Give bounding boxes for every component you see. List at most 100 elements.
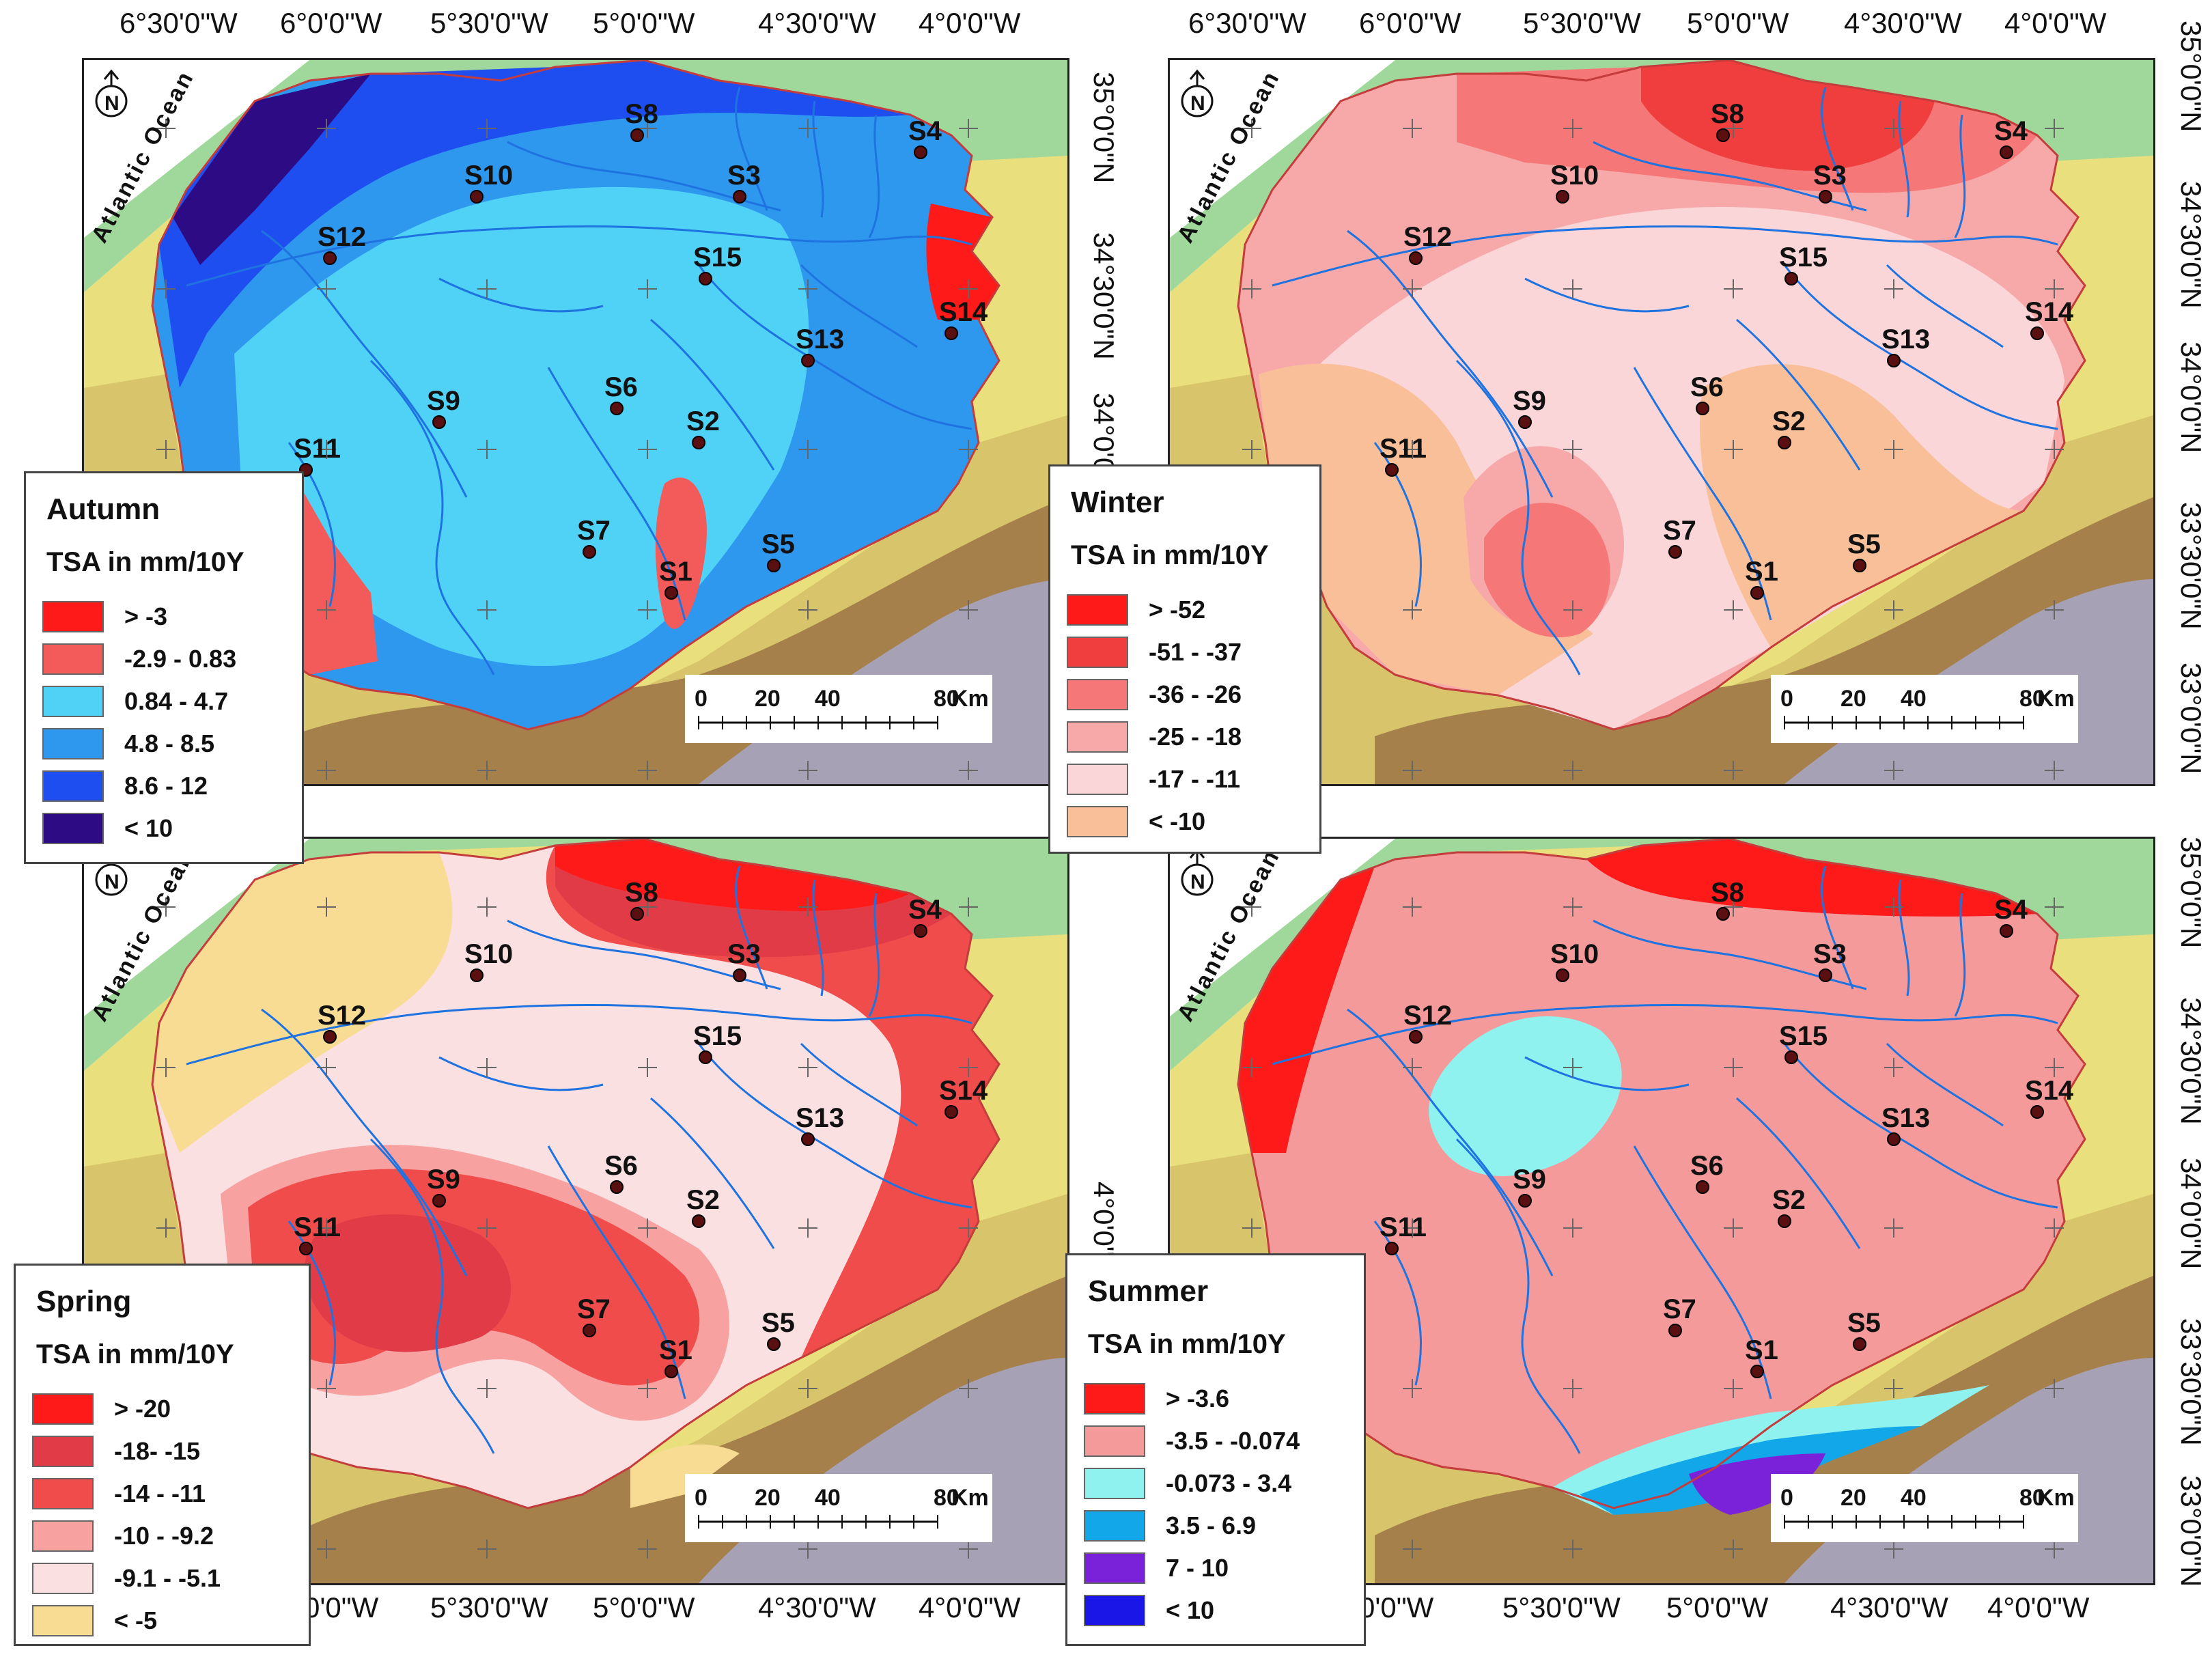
- north-label: N: [1190, 871, 1205, 893]
- graticule-cross: [317, 1379, 336, 1398]
- station-label: S5: [761, 1308, 795, 1338]
- station-label: S11: [294, 1212, 341, 1242]
- lon-label: 6°0'0"W: [280, 7, 382, 39]
- legend-label: -3.5 - -0.074: [1166, 1427, 1300, 1455]
- lat-label: 33°0'0"N: [2175, 1475, 2207, 1587]
- lon-label: 4°30'0"W: [1844, 7, 1962, 39]
- station-marker: [1778, 1214, 1791, 1228]
- legend-subtitle: TSA in mm/10Y: [1088, 1329, 1286, 1359]
- lon-label: 5°30'0"W: [1502, 1591, 1621, 1623]
- scale-bar-tick-label: 20: [755, 1485, 781, 1511]
- lat-label: 34°0'0"N: [2175, 341, 2207, 454]
- station-marker: [1409, 251, 1423, 265]
- station-marker: [1668, 1324, 1682, 1337]
- legend-swatch: [1067, 764, 1128, 795]
- scale-bar-unit: Km: [2037, 686, 2075, 712]
- station-label: S6: [1690, 1151, 1724, 1181]
- scale-bar-tick-label: 20: [1840, 1485, 1866, 1511]
- lon-label: 4°30'0"W: [1830, 1591, 1948, 1623]
- station-label: S14: [2025, 297, 2074, 327]
- graticule-cross: [2045, 1218, 2064, 1238]
- graticule-cross: [156, 1058, 176, 1077]
- graticule-cross: [1724, 1218, 1743, 1238]
- legend-row: -25 - -18: [1067, 716, 1303, 758]
- legend-label: 0.84 - 4.7: [124, 687, 229, 715]
- legend-winter: Winter TSA in mm/10Y > -52 -51 - -37 -36 -…: [1048, 464, 1321, 854]
- graticule-cross: [317, 440, 336, 459]
- scale-bar-tick-label: 20: [1840, 686, 1866, 712]
- graticule-cross: [959, 1218, 978, 1238]
- lon-label: 4°30'0"W: [758, 7, 876, 39]
- graticule-cross: [1884, 897, 1903, 917]
- river-line: [1821, 87, 1854, 211]
- station-marker: [692, 1214, 705, 1228]
- river-line: [1633, 1145, 1772, 1399]
- legend-label: < 10: [124, 814, 173, 842]
- graticule-cross: [638, 1539, 657, 1559]
- legend-row: > -20: [32, 1388, 292, 1430]
- graticule-cross: [959, 1058, 978, 1077]
- legend-swatch: [32, 1605, 94, 1636]
- scale-bar-tick-label: 0: [695, 686, 708, 712]
- station-marker: [1819, 968, 1832, 982]
- graticule-cross: [477, 1218, 496, 1238]
- legend-swatch: [1067, 721, 1128, 753]
- legend-season-title: Winter: [1071, 486, 1164, 519]
- river-line: [261, 229, 468, 498]
- station-label: S12: [1403, 1001, 1452, 1031]
- graticule-cross: [959, 279, 978, 298]
- graticule-cross: [1242, 897, 1261, 917]
- graticule-cross: [2045, 761, 2064, 780]
- station-marker: [664, 586, 678, 600]
- graticule-cross: [1724, 600, 1743, 619]
- graticule-cross: [1563, 1379, 1582, 1398]
- station-label: S5: [761, 529, 795, 559]
- graticule-cross: [1242, 119, 1261, 138]
- relief-lowland: [1170, 839, 2153, 1071]
- scale-bar-background: [685, 1474, 992, 1542]
- station-marker: [1887, 354, 1901, 367]
- station-marker: [1696, 1180, 1709, 1194]
- graticule-cross: [1884, 119, 1903, 138]
- station-marker: [1887, 1132, 1901, 1146]
- legend-label: 4.8 - 8.5: [124, 729, 215, 757]
- river-line: [1783, 264, 2058, 430]
- station-label: S5: [1847, 1308, 1881, 1338]
- legend-row: -36 - -26: [1067, 673, 1303, 716]
- graticule-cross: [1724, 1379, 1743, 1398]
- lon-label: 5°30'0"W: [430, 1591, 548, 1623]
- graticule-cross: [1563, 600, 1582, 619]
- lat-label: 35°0'0"N: [1088, 72, 1120, 184]
- station-label: S5: [1847, 529, 1881, 559]
- scale-bar-tick-label: 80: [934, 1485, 960, 1511]
- station-marker: [1716, 907, 1730, 921]
- station-label: S8: [625, 99, 658, 129]
- station-label: S3: [1813, 161, 1847, 191]
- legend-row: > -52: [1067, 589, 1303, 631]
- tsa-zone: [1700, 364, 2024, 647]
- station-marker: [583, 545, 596, 559]
- legend-row: -14 - -11: [32, 1473, 292, 1515]
- station-label: S8: [625, 878, 658, 908]
- legend-swatch: [1084, 1595, 1145, 1626]
- graticule-cross: [638, 440, 657, 459]
- graticule-cross: [1884, 1379, 1903, 1398]
- station-marker: [1716, 128, 1730, 142]
- legend-swatch: [32, 1393, 94, 1425]
- station-marker: [299, 1242, 313, 1255]
- station-label: S9: [427, 386, 460, 416]
- station-label: S15: [693, 1021, 742, 1051]
- tsa-zone: [1238, 866, 1375, 1153]
- legend-label: 7 - 10: [1166, 1554, 1229, 1582]
- lon-label: 6°30'0"W: [120, 7, 238, 39]
- graticule-cross: [638, 600, 657, 619]
- graticule-cross: [1563, 1218, 1582, 1238]
- station-marker: [1696, 402, 1709, 415]
- scale-bar-tick-label: 40: [815, 686, 841, 712]
- station-marker: [914, 924, 927, 938]
- legend-row: < -10: [1067, 800, 1303, 843]
- graticule-cross: [959, 761, 978, 780]
- legend-subtitle: TSA in mm/10Y: [36, 1339, 234, 1369]
- graticule-cross: [477, 897, 496, 917]
- river-line: [288, 1221, 336, 1386]
